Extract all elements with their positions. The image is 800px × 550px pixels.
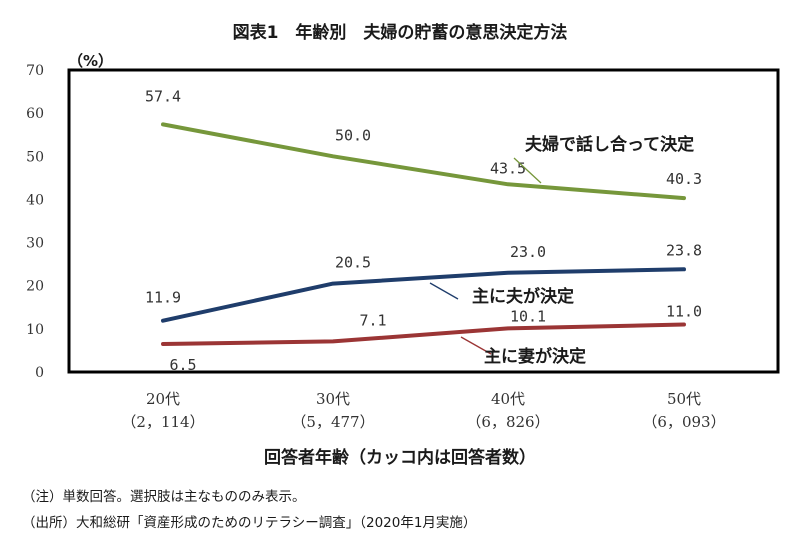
data-label: 23.8 — [666, 241, 702, 259]
series-leader-line — [460, 336, 492, 355]
series-line-1 — [161, 267, 686, 323]
y-axis: 0 10 20 30 40 50 60 70 — [26, 63, 44, 381]
series-name-label: 主に夫が決定 — [472, 286, 574, 307]
x-category-label: 30代 — [316, 390, 350, 408]
x-category-count: （6，826） — [466, 413, 549, 431]
series-line-0 — [161, 122, 686, 201]
source-line: （出所）大和総研「資産形成のためのリテラシー調査」（2020年1月実施） — [22, 515, 476, 531]
x-category-label: 20代 — [146, 390, 180, 408]
x-category-count: （6，093） — [642, 413, 725, 431]
y-axis-unit: （%） — [68, 52, 113, 70]
y-tick-label: 50 — [26, 149, 44, 165]
data-label: 20.5 — [335, 254, 371, 272]
series-name-label: 主に妻が決定 — [484, 346, 586, 367]
series-line-2 — [161, 322, 686, 346]
data-label: 7.1 — [359, 311, 386, 329]
x-category-count: （2，114） — [121, 413, 204, 431]
y-tick-label: 70 — [26, 63, 44, 79]
x-category-count: （5，477） — [291, 413, 374, 431]
series-leader-line — [429, 282, 459, 300]
note-line: （注）単数回答。選択肢は主なもののみ表示。 — [22, 488, 306, 505]
series-leader-line — [513, 157, 542, 184]
x-category-label: 50代 — [667, 390, 701, 408]
data-label: 11.9 — [145, 289, 181, 307]
series-name-label: 夫婦で話し合って決定 — [525, 134, 694, 155]
y-tick-label: 60 — [26, 106, 44, 122]
y-tick-label: 20 — [26, 279, 44, 295]
data-label: 23.0 — [510, 243, 546, 261]
data-label: 11.0 — [666, 303, 702, 321]
series-lines — [161, 122, 686, 346]
y-tick-label: 40 — [26, 192, 44, 208]
data-labels: 57.4 50.0 43.5 40.3 11.9 20.5 23.0 23.8 6.5 7.1 10… — [145, 87, 702, 374]
plot-area-frame — [67, 68, 780, 374]
data-label: 50.0 — [335, 126, 371, 144]
y-tick-label: 10 — [26, 322, 44, 338]
chart-title: 図表1 年齢別 夫婦の貯蓄の意思決定方法 — [233, 22, 568, 43]
data-label: 57.4 — [145, 87, 181, 105]
y-tick-label: 0 — [35, 365, 44, 381]
y-tick-label: 30 — [26, 236, 44, 252]
data-label: 10.1 — [510, 307, 546, 325]
x-axis-label: 回答者年齢（カッコ内は回答者数） — [264, 447, 536, 468]
data-label: 6.5 — [169, 356, 196, 374]
x-category-label: 40代 — [491, 390, 525, 408]
x-axis: 20代 （2，114） 30代 （5，477） 40代 （6，826） 50代 （6，093） — [121, 390, 725, 431]
data-label: 43.5 — [490, 159, 526, 177]
data-label: 40.3 — [666, 170, 702, 188]
